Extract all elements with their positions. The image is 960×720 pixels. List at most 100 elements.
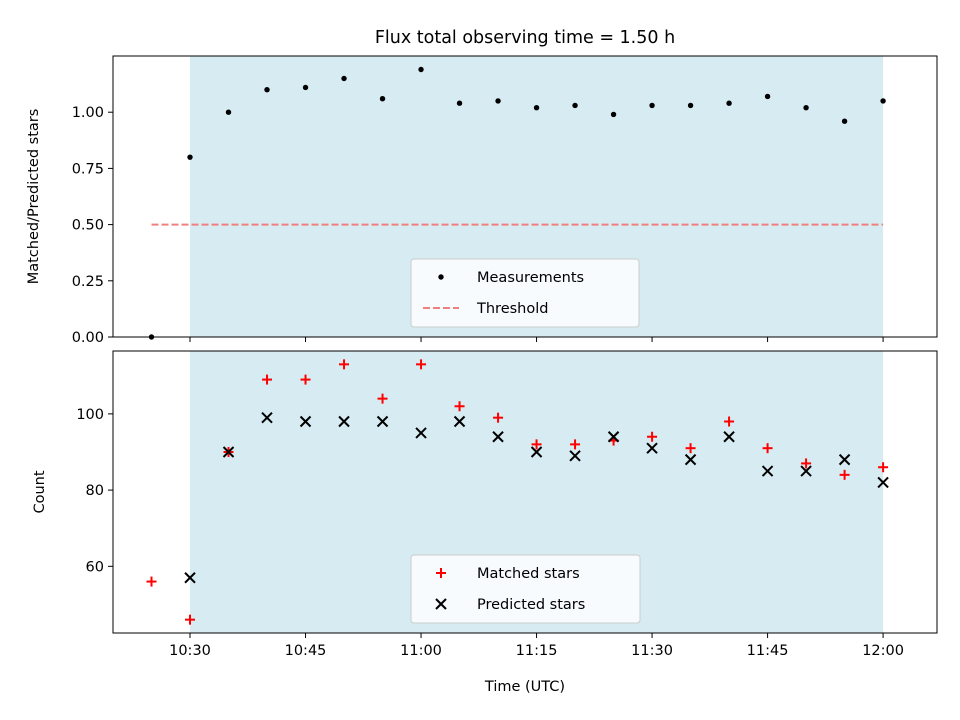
x-tick-label: 10:30: [169, 643, 211, 659]
data-point: [187, 154, 193, 160]
data-point: [839, 469, 850, 480]
data-point: [339, 359, 350, 370]
data-point: [302, 84, 309, 91]
legend-measurements-marker: [438, 274, 444, 280]
y-tick-label: 0.00: [72, 330, 104, 346]
y-tick-label: 1.00: [72, 105, 104, 121]
data-point: [687, 102, 694, 109]
legend-matched-label: Matched stars: [477, 566, 580, 582]
count-marks: [146, 359, 889, 625]
x-tick-label: 12:00: [862, 643, 904, 659]
data-point: [495, 98, 501, 104]
data-point: [531, 439, 542, 450]
data-point: [803, 105, 809, 111]
legend-marker: [438, 274, 444, 280]
data-point: [761, 465, 774, 477]
ratio-x-ticks: [189, 337, 884, 342]
data-point: [299, 415, 312, 428]
count-x-ticks: 10:30 10:45 11:00 11:15 11:30 11:45 12:00: [169, 633, 904, 659]
data-point: [610, 111, 617, 118]
count-y-ticks: 60 80 100: [76, 407, 113, 575]
data-point: [262, 374, 273, 385]
data-point: [841, 118, 848, 124]
data-point: [377, 393, 388, 404]
data-point: [454, 401, 465, 412]
legend-predicted-label: Predicted stars: [477, 597, 585, 613]
y-tick-label: 80: [86, 483, 104, 499]
data-point: [264, 87, 270, 93]
x-tick-label: 11:00: [400, 643, 442, 659]
data-point: [418, 66, 424, 73]
data-point: [647, 431, 658, 442]
legend-marker: [435, 598, 447, 610]
legend-marker: [436, 568, 446, 578]
data-point: [685, 443, 696, 454]
data-point: [146, 576, 157, 587]
data-point: [800, 465, 812, 477]
y-tick-label: 0.25: [72, 274, 104, 290]
data-point: [533, 105, 540, 111]
data-point: [572, 102, 578, 109]
data-point: [376, 415, 389, 428]
data-point: [184, 572, 196, 584]
data-point: [877, 476, 889, 489]
data-point: [762, 443, 773, 454]
count-y-axis-label: Count: [32, 470, 48, 513]
data-point: [416, 359, 427, 370]
legend-measurements-label: Measurements: [477, 270, 584, 286]
data-point: [838, 453, 851, 466]
data-point: [493, 412, 504, 423]
x-tick-label: 11:45: [747, 643, 789, 659]
data-point: [684, 453, 697, 466]
count-axes-frame: [112, 350, 938, 634]
x-tick-label: 10:45: [285, 643, 327, 659]
ratio-y-ticks: 0.00 0.25 0.50 0.75 1.00: [72, 105, 113, 346]
count-legend: Matched stars Predicted stars: [410, 554, 641, 624]
ratio-axes-frame: [112, 55, 938, 338]
y-tick-label: 0.75: [72, 161, 104, 177]
data-point: [801, 458, 812, 469]
x-tick-label: 11:15: [516, 643, 558, 659]
x-axis-label: Time (UTC): [484, 679, 565, 695]
ratio-legend: Measurements Threshold: [410, 258, 640, 328]
data-point: [338, 415, 350, 428]
x-tick-label: 11:30: [631, 643, 673, 659]
data-point: [646, 442, 658, 454]
data-point: [225, 109, 232, 115]
y-tick-label: 100: [76, 407, 104, 423]
legend-matched-marker: [436, 568, 446, 578]
data-point: [569, 450, 581, 462]
legend-predicted-marker: [435, 598, 447, 610]
data-point: [453, 415, 466, 428]
data-point: [222, 446, 235, 458]
data-point: [492, 431, 504, 443]
data-point: [724, 416, 735, 427]
ratio-marks: [148, 66, 886, 340]
data-point: [456, 100, 463, 106]
count-panel: 60 80 100 10:30 10:45 11:00 11:15 11:30 11:45 12…: [32, 350, 938, 695]
ratio-panel: 0.00 0.25 0.50 0.75 1.00 Flux total observin…: [26, 28, 938, 346]
data-point: [415, 427, 427, 439]
data-point: [530, 446, 543, 458]
legend-threshold-label: Threshold: [476, 301, 548, 317]
chart-title: Flux total observing time = 1.50 h: [375, 28, 675, 48]
y-tick-label: 60: [86, 559, 104, 575]
data-point: [185, 614, 196, 625]
data-point: [880, 98, 886, 104]
data-point: [764, 93, 771, 100]
ratio-y-axis-label: Matched/Predicted stars: [26, 109, 42, 285]
data-point: [726, 100, 732, 106]
data-point: [341, 75, 347, 82]
data-point: [379, 96, 386, 102]
count-legend-box: [410, 554, 641, 624]
data-point: [570, 439, 581, 450]
data-point: [300, 374, 311, 385]
data-point: [607, 431, 620, 443]
y-tick-label: 0.50: [72, 218, 104, 234]
data-point: [261, 411, 273, 424]
ratio-legend-box: [410, 258, 640, 328]
data-point: [723, 431, 735, 443]
data-point: [649, 102, 655, 109]
data-point: [878, 462, 889, 473]
